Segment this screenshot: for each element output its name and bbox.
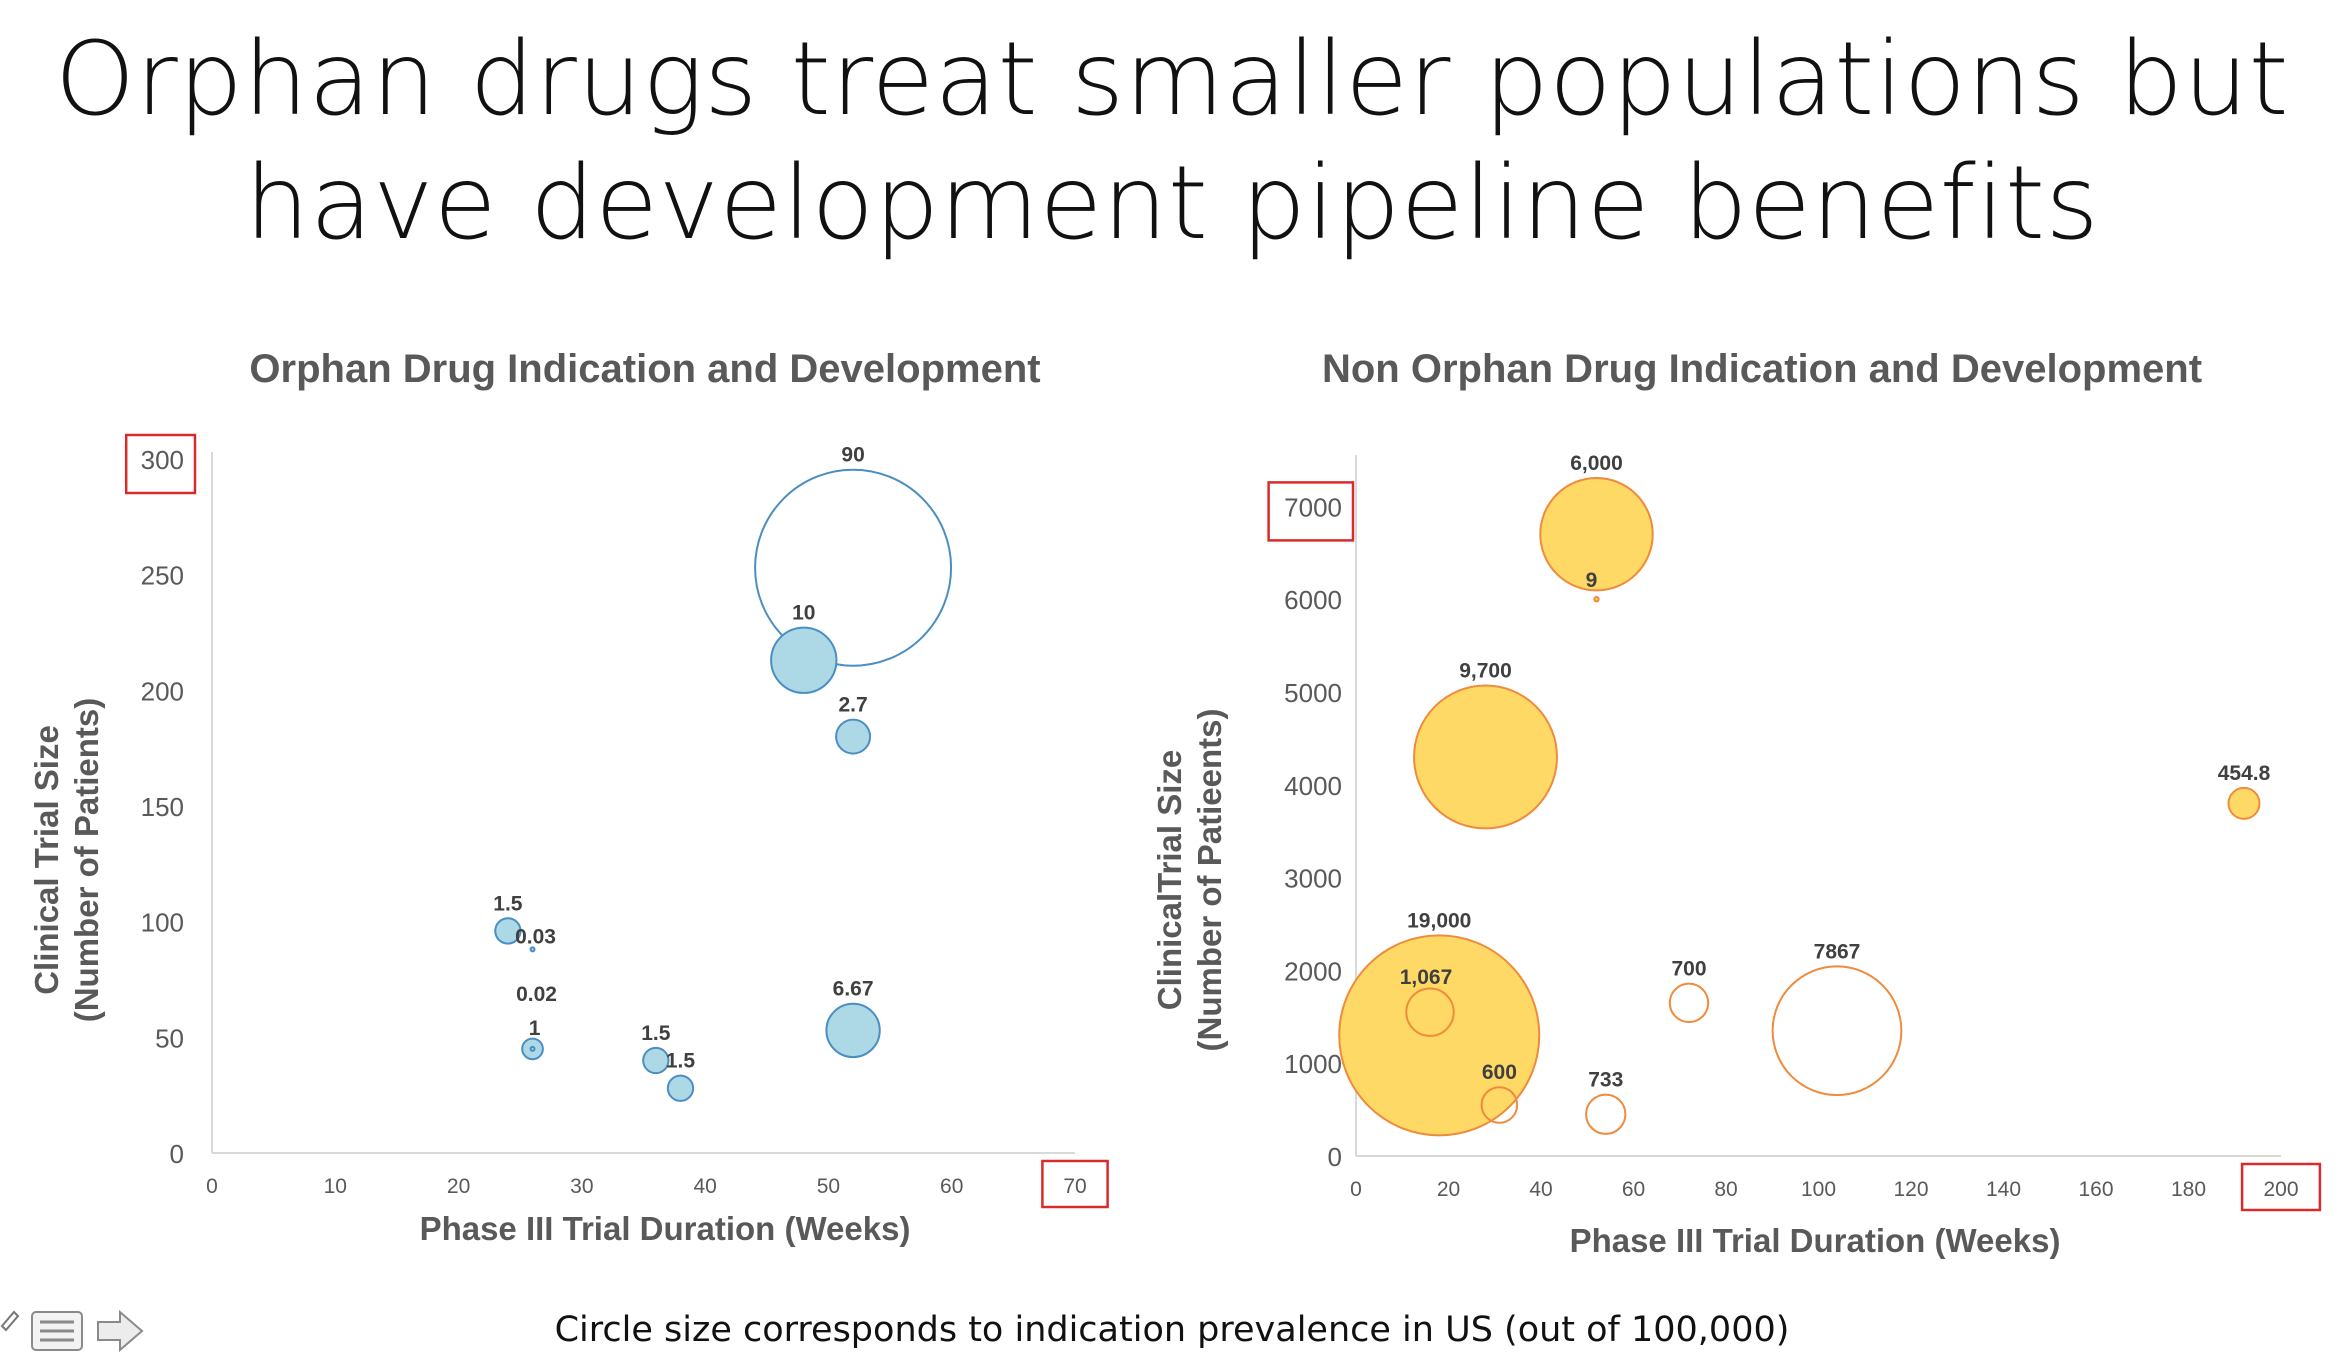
x-tick-label: 100	[1801, 1178, 1836, 1201]
y-tick-label: 150	[141, 792, 184, 822]
y-tick-label: 7000	[1284, 492, 1342, 522]
highlight-box	[1267, 481, 1355, 542]
bubble-7867	[1771, 965, 1903, 1097]
x-tick-label: 0	[1350, 1178, 1362, 1201]
bubble-1,067	[1405, 987, 1455, 1037]
data-label: 700	[1671, 958, 1706, 981]
x-tick-label: 0	[206, 1175, 218, 1198]
chart-title: Orphan Drug Indication and Development	[249, 347, 1040, 391]
bubble-9	[1593, 596, 1600, 603]
x-tick-label: 200	[2263, 1178, 2298, 1201]
data-label: 9	[1586, 569, 1598, 592]
y-tick-label: 200	[141, 676, 184, 706]
bubble-0.02	[529, 1045, 536, 1052]
data-label: 600	[1482, 1061, 1517, 1084]
orphan-bubble-chart: Orphan Drug Indication and Development C…	[28, 347, 1109, 1247]
data-label: 90	[841, 444, 864, 467]
data-label: 6,000	[1570, 452, 1623, 475]
y-tick-label: 5000	[1284, 678, 1342, 708]
bubble-0.03	[529, 946, 536, 953]
bubble-2.7	[835, 718, 872, 755]
bubble-6.67	[825, 1002, 881, 1059]
y-tick-label: 3000	[1284, 864, 1342, 894]
next-arrow-icon[interactable]	[97, 1309, 144, 1353]
size-footnote: Circle size corresponds to indication pr…	[554, 1310, 1790, 1350]
slide-title-line-2: have development pipeline benefits	[244, 144, 2100, 263]
bubble-733	[1585, 1093, 1627, 1135]
x-tick-label: 20	[447, 1175, 470, 1198]
data-label: 454.8	[2218, 762, 2271, 785]
y-tick-label: 300	[141, 445, 184, 475]
bubble-1.5	[642, 1046, 670, 1075]
plot-area: 0 20 40 60 80 100 120 140 160 180 2000100020003000…	[1267, 452, 2322, 1212]
plot-area: 0 10 20 30 40 50 60 70 0 50 100 150 200 250 300 90 10 2.7…	[124, 433, 1109, 1209]
data-label: 1.5	[493, 892, 523, 915]
x-axis-title: Phase III Trial Duration (Weeks)	[1570, 1222, 2061, 1259]
bubble-454.8	[2227, 786, 2261, 820]
non-orphan-bubble-chart: Non Orphan Drug Indication and Developme…	[1151, 347, 2322, 1259]
data-label: 1.5	[641, 1022, 671, 1045]
x-axis-title: Phase III Trial Duration (Weeks)	[420, 1210, 911, 1247]
x-tick-label: 180	[2171, 1178, 2206, 1201]
data-label: 1,067	[1400, 966, 1453, 989]
y-axis-title-line-2: (Number of Patients)	[68, 698, 105, 1023]
bubble-19,000	[1338, 934, 1541, 1137]
x-tick-label: 70	[1063, 1175, 1086, 1198]
slide-title-line-1: Orphan drugs treat smaller populations b…	[54, 20, 2290, 139]
data-label: 7867	[1814, 940, 1861, 963]
x-tick-label: 160	[2078, 1178, 2113, 1201]
pen-icon[interactable]	[0, 1310, 20, 1332]
y-tick-label: 2000	[1284, 956, 1342, 986]
bubble-1.5	[494, 917, 522, 945]
data-label: 1.5	[666, 1050, 696, 1073]
y-tick-label: 6000	[1284, 585, 1342, 615]
x-tick-label: 140	[1986, 1178, 2021, 1201]
slide-title: Orphan drugs treat smaller populations b…	[0, 18, 2344, 266]
y-axis-title: Clinical Trial Size (Number of Patients)	[28, 698, 105, 1023]
x-tick-label: 80	[1714, 1178, 1737, 1201]
bubble-6,000	[1539, 477, 1654, 592]
bubble-9,700	[1413, 684, 1558, 830]
bubble-10	[770, 626, 838, 694]
x-tick-label: 30	[570, 1175, 593, 1198]
chart-title: Non Orphan Drug Indication and Developme…	[1322, 347, 2202, 391]
data-label: 19,000	[1407, 909, 1471, 932]
y-tick-label: 4000	[1284, 771, 1342, 801]
x-tick-label: 50	[817, 1175, 840, 1198]
data-label: 0.03	[515, 925, 556, 948]
y-tick-label: 100	[141, 908, 184, 938]
menu-icon[interactable]	[31, 1311, 83, 1351]
highlight-box	[1041, 1159, 1109, 1209]
x-tick-label: 10	[324, 1175, 347, 1198]
data-label: 9,700	[1459, 660, 1512, 683]
data-label: 733	[1588, 1069, 1623, 1092]
bubble-600	[1480, 1086, 1519, 1124]
y-axis-title: ClinicalTrial Size (Number of Patieents)	[1151, 709, 1228, 1052]
highlight-box	[2240, 1162, 2322, 1212]
y-tick-label: 1000	[1284, 1049, 1342, 1079]
y-tick-label: 0	[1328, 1142, 1342, 1172]
x-tick-label: 120	[1893, 1178, 1928, 1201]
x-tick-label: 60	[940, 1175, 963, 1198]
x-tick-label: 40	[693, 1175, 716, 1198]
bubble-1.5	[666, 1074, 695, 1102]
slide-toolbar	[0, 1298, 160, 1358]
x-tick-label: 20	[1437, 1178, 1460, 1201]
y-tick-label: 0	[170, 1139, 184, 1169]
y-tick-label: 50	[155, 1023, 184, 1053]
y-axis-title-line-1: Clinical Trial Size	[28, 725, 65, 995]
data-label: 6.67	[833, 978, 874, 1001]
x-tick-label: 40	[1529, 1178, 1552, 1201]
highlight-box	[124, 433, 197, 495]
bubble-90	[754, 468, 953, 667]
y-axis-title-line-2: (Number of Patieents)	[1191, 709, 1228, 1052]
y-tick-label: 250	[141, 561, 184, 591]
data-label: 10	[792, 602, 815, 625]
data-label: 0.02	[516, 983, 557, 1006]
data-label: 2.7	[838, 694, 867, 717]
data-label: 1	[529, 1017, 541, 1040]
bubble-700	[1668, 982, 1710, 1024]
y-axis-title-line-1: ClinicalTrial Size	[1151, 750, 1188, 1010]
x-tick-label: 60	[1622, 1178, 1645, 1201]
